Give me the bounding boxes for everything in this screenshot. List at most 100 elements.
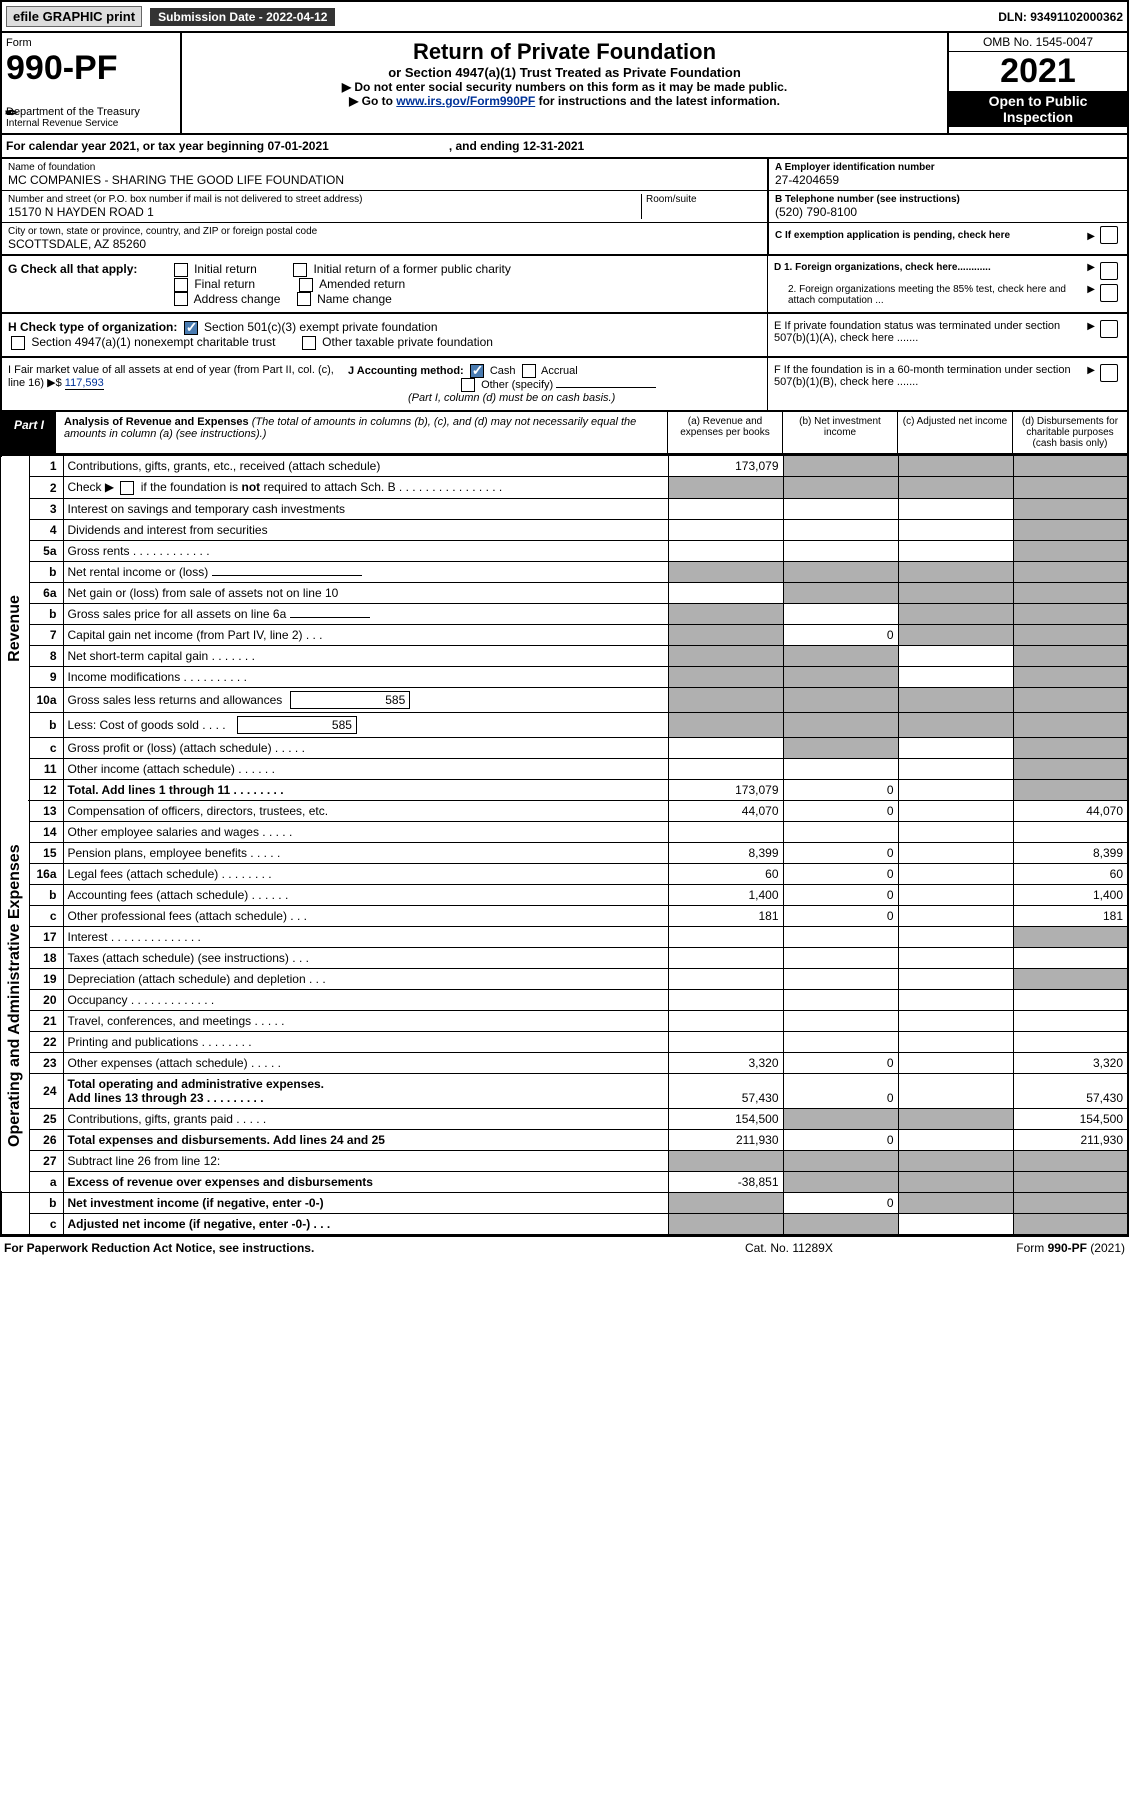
- form990pf-link[interactable]: www.irs.gov/Form990PF: [396, 94, 535, 108]
- table-row: Operating and Administrative Expenses 13…: [1, 800, 1128, 821]
- instructions-line: ▶ Go to www.irs.gov/Form990PF for instru…: [188, 94, 941, 108]
- h-e-section: H Check type of organization: Section 50…: [0, 314, 1129, 358]
- address-row: Number and street (or P.O. box number if…: [2, 191, 767, 223]
- line-desc: Net investment income (if negative, ente…: [63, 1192, 668, 1213]
- f-checkbox[interactable]: [1100, 364, 1118, 382]
- initial-former-checkbox[interactable]: [293, 263, 307, 277]
- j-note: (Part I, column (d) must be on cash basi…: [408, 392, 615, 404]
- h-opt3: Other taxable private foundation: [322, 335, 493, 349]
- c-checkbox[interactable]: [1100, 226, 1118, 244]
- line-desc: Contributions, gifts, grants paid . . . …: [63, 1108, 668, 1129]
- cell-d: 8,399: [1013, 842, 1128, 863]
- h-other-checkbox[interactable]: [302, 336, 316, 350]
- ein-value: 27-4204659: [775, 173, 1121, 187]
- d-block: D 1. Foreign organizations, check here..…: [767, 256, 1127, 312]
- cell-a: 57,430: [668, 1073, 783, 1108]
- line-desc: Other professional fees (attach schedule…: [63, 905, 668, 926]
- table-row: 20Occupancy . . . . . . . . . . . . .: [1, 989, 1128, 1010]
- table-row: 2Check ▶ if the foundation is not requir…: [1, 477, 1128, 499]
- omb-number: OMB No. 1545-0047: [949, 33, 1127, 52]
- irs-label: Internal Revenue Service: [6, 118, 176, 129]
- cell-a: -38,851: [668, 1171, 783, 1192]
- city-label: City or town, state or province, country…: [8, 226, 761, 237]
- line-num: 3: [29, 498, 63, 519]
- form-id-block: Form 990-PF ✒ Department of the Treasury…: [2, 33, 182, 133]
- h-opt1: Section 501(c)(3) exempt private foundat…: [204, 320, 437, 334]
- line-num: 9: [29, 666, 63, 687]
- line-desc: Excess of revenue over expenses and disb…: [63, 1171, 668, 1192]
- table-row: 9Income modifications . . . . . . . . . …: [1, 666, 1128, 687]
- h-501c3-checkbox[interactable]: [184, 321, 198, 335]
- omb-year-block: OMB No. 1545-0047 2021 Open to Public In…: [947, 33, 1127, 133]
- j-accrual: Accrual: [541, 365, 578, 377]
- dln: DLN: 93491102000362: [998, 10, 1123, 24]
- line-num: 13: [29, 800, 63, 821]
- e-block: E If private foundation status was termi…: [767, 314, 1127, 356]
- line-num: 27: [29, 1150, 63, 1171]
- d2-checkbox[interactable]: [1100, 284, 1118, 302]
- cell-a: 44,070: [668, 800, 783, 821]
- table-row: 26Total expenses and disbursements. Add …: [1, 1129, 1128, 1150]
- room-label: Room/suite: [646, 194, 761, 205]
- open-public-inspection: Open to Public Inspection: [949, 91, 1127, 127]
- f-label: F If the foundation is in a 60-month ter…: [774, 364, 1087, 404]
- f-block: F If the foundation is in a 60-month ter…: [767, 358, 1127, 410]
- page-footer: For Paperwork Reduction Act Notice, see …: [0, 1236, 1129, 1259]
- table-row: 15Pension plans, employee benefits . . .…: [1, 842, 1128, 863]
- line-num: 24: [29, 1073, 63, 1108]
- d1-checkbox[interactable]: [1100, 262, 1118, 280]
- h-label: H Check type of organization:: [8, 320, 177, 334]
- name-change-checkbox[interactable]: [297, 292, 311, 306]
- j-cash-checkbox[interactable]: [470, 364, 484, 378]
- line-num: 12: [29, 779, 63, 800]
- line-num: b: [29, 884, 63, 905]
- cell-a: 154,500: [668, 1108, 783, 1129]
- j-other-checkbox[interactable]: [461, 378, 475, 392]
- line-num: 1: [29, 456, 63, 477]
- line-desc: Interest on savings and temporary cash i…: [63, 498, 668, 519]
- line-desc: Pension plans, employee benefits . . . .…: [63, 842, 668, 863]
- cell-b: 0: [783, 1192, 898, 1213]
- table-row: 25Contributions, gifts, grants paid . . …: [1, 1108, 1128, 1129]
- cell-a: 60: [668, 863, 783, 884]
- col-d-header: (d) Disbursements for charitable purpose…: [1012, 412, 1127, 453]
- table-row: 12Total. Add lines 1 through 11 . . . . …: [1, 779, 1128, 800]
- j-label: J Accounting method:: [348, 365, 464, 377]
- amended-checkbox[interactable]: [299, 278, 313, 292]
- j-accrual-checkbox[interactable]: [522, 364, 536, 378]
- address-change-checkbox[interactable]: [174, 292, 188, 306]
- final-return-checkbox[interactable]: [174, 278, 188, 292]
- name-label: Name of foundation: [8, 162, 761, 173]
- d1-label: D 1. Foreign organizations, check here..…: [774, 262, 1087, 280]
- form-subtitle: or Section 4947(a)(1) Trust Treated as P…: [188, 65, 941, 80]
- line-num: 6a: [29, 582, 63, 603]
- efile-print-button[interactable]: efile GRAPHIC print: [6, 6, 142, 27]
- line-desc: Net gain or (loss) from sale of assets n…: [63, 582, 668, 603]
- line-desc: Net short-term capital gain . . . . . . …: [63, 645, 668, 666]
- g-block: G Check all that apply: Initial return I…: [2, 256, 767, 312]
- cell-b: 0: [783, 1073, 898, 1108]
- g-opt-initial: Initial return: [194, 262, 257, 276]
- col-b-header: (b) Net investment income: [782, 412, 897, 453]
- c-label: C If exemption application is pending, c…: [775, 230, 1087, 241]
- table-row: 21Travel, conferences, and meetings . . …: [1, 1010, 1128, 1031]
- cell-a: 211,930: [668, 1129, 783, 1150]
- table-row: 5aGross rents . . . . . . . . . . . .: [1, 540, 1128, 561]
- goto-prefix: ▶ Go to: [349, 94, 396, 108]
- h-4947-checkbox[interactable]: [11, 336, 25, 350]
- schb-checkbox[interactable]: [120, 481, 134, 495]
- e-checkbox[interactable]: [1100, 320, 1118, 338]
- line-num: c: [29, 905, 63, 926]
- initial-return-checkbox[interactable]: [174, 263, 188, 277]
- cell-b: 0: [783, 779, 898, 800]
- col-a-header: (a) Revenue and expenses per books: [667, 412, 782, 453]
- line-num: b: [29, 561, 63, 582]
- street-address: 15170 N HAYDEN ROAD 1: [8, 205, 641, 219]
- inline-value: 585: [290, 691, 410, 709]
- line-num: 17: [29, 926, 63, 947]
- table-row: bGross sales price for all assets on lin…: [1, 603, 1128, 624]
- top-bar: efile GRAPHIC print Submission Date - 20…: [0, 0, 1129, 33]
- table-row: aExcess of revenue over expenses and dis…: [1, 1171, 1128, 1192]
- line-num: 20: [29, 989, 63, 1010]
- line-desc: Less: Cost of goods sold . . . . 585: [63, 712, 668, 737]
